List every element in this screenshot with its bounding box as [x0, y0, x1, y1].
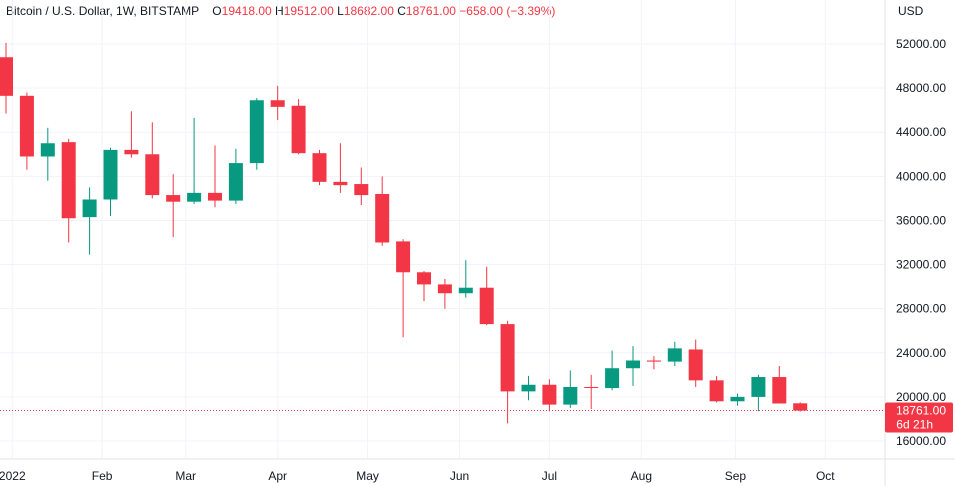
x-tick-label: 2022 — [0, 469, 26, 483]
low-key: L — [337, 4, 344, 18]
candle-body — [542, 384, 557, 405]
candle-body — [291, 105, 306, 154]
change-value: −658.00 (−3.39%) — [459, 4, 556, 18]
close-value: 18761.00 — [405, 4, 456, 18]
candle-body — [437, 284, 452, 294]
candle-body — [354, 184, 369, 196]
x-tick-label: Apr — [268, 469, 287, 483]
candle-body — [228, 163, 243, 201]
x-tick-label: Jul — [542, 469, 557, 483]
y-tick-label: 36000.00 — [896, 213, 946, 227]
candle-body — [333, 181, 348, 186]
candle-body — [375, 193, 390, 243]
candle-body — [500, 324, 515, 392]
y-tick-label: 24000.00 — [896, 346, 946, 360]
candles-layer — [0, 42, 808, 424]
candle-body — [626, 360, 640, 369]
candle-body — [793, 403, 808, 411]
y-tick-label: 40000.00 — [896, 169, 946, 183]
bar-countdown: 6d 21h — [896, 418, 933, 432]
time-axis[interactable]: 2022 Feb Mar Apr May Jun Jul Aug Sep Oct — [0, 469, 835, 483]
high-key: H — [275, 4, 284, 18]
grid-layer — [0, 0, 885, 459]
y-tick-label: 48000.00 — [896, 81, 946, 95]
candle-body — [103, 149, 118, 200]
candle-body — [646, 360, 661, 362]
candle-body — [563, 386, 578, 405]
last-price-value: 18761.00 — [896, 404, 946, 418]
y-tick-label: 28000.00 — [896, 302, 946, 316]
y-tick-label: 32000.00 — [896, 258, 946, 272]
candle-body — [40, 143, 55, 157]
candle-body — [688, 349, 703, 381]
candle-body — [709, 380, 724, 402]
candle-body — [479, 287, 494, 325]
y-tick-label: 44000.00 — [896, 125, 946, 139]
y-tick-label: 20000.00 — [896, 390, 946, 404]
candle-body — [521, 384, 536, 392]
candle-body — [458, 287, 473, 294]
x-tick-label: Sep — [725, 469, 747, 483]
candle-body — [584, 386, 599, 388]
candle-body — [667, 348, 682, 362]
high-value: 19512.00 — [283, 4, 334, 18]
x-tick-label: Aug — [631, 469, 652, 483]
candle-body — [61, 142, 76, 219]
x-tick-label: Jun — [450, 469, 469, 483]
candle-body — [19, 95, 34, 157]
candle-body — [270, 100, 285, 107]
y-tick-label: 16000.00 — [896, 434, 946, 448]
candle-body — [249, 100, 264, 164]
candle-body — [417, 272, 431, 285]
candle-body — [124, 149, 139, 155]
candle-body — [0, 57, 13, 96]
x-tick-label: Feb — [92, 469, 113, 483]
last-price-badge — [885, 402, 953, 433]
open-value: 19418.00 — [221, 4, 272, 18]
open-key: O — [212, 4, 222, 18]
candle-body — [82, 199, 97, 218]
candle-body — [187, 192, 202, 202]
close-key: C — [397, 4, 406, 18]
candle-body — [751, 377, 766, 397]
x-tick-label: Oct — [816, 469, 835, 483]
chart-legend-header: Bitcoin / U.S. Dollar, 1W, BITSTAMP O194… — [6, 4, 555, 18]
candle-body — [208, 192, 222, 201]
y-tick-label: 52000.00 — [896, 37, 946, 51]
candle-body — [166, 195, 181, 202]
x-tick-label: May — [356, 469, 379, 483]
currency-label[interactable]: USD — [898, 4, 924, 18]
x-tick-label: Mar — [175, 469, 196, 483]
low-value: 18682.00 — [343, 4, 394, 18]
candle-body — [605, 368, 620, 389]
candle-body — [145, 154, 160, 196]
candle-body — [772, 377, 787, 404]
candle-body — [396, 241, 411, 273]
candle-body — [730, 396, 745, 402]
candle-body — [312, 153, 327, 182]
price-axis[interactable]: 16000.00 20000.00 24000.00 28000.00 32000.00… — [896, 37, 946, 448]
